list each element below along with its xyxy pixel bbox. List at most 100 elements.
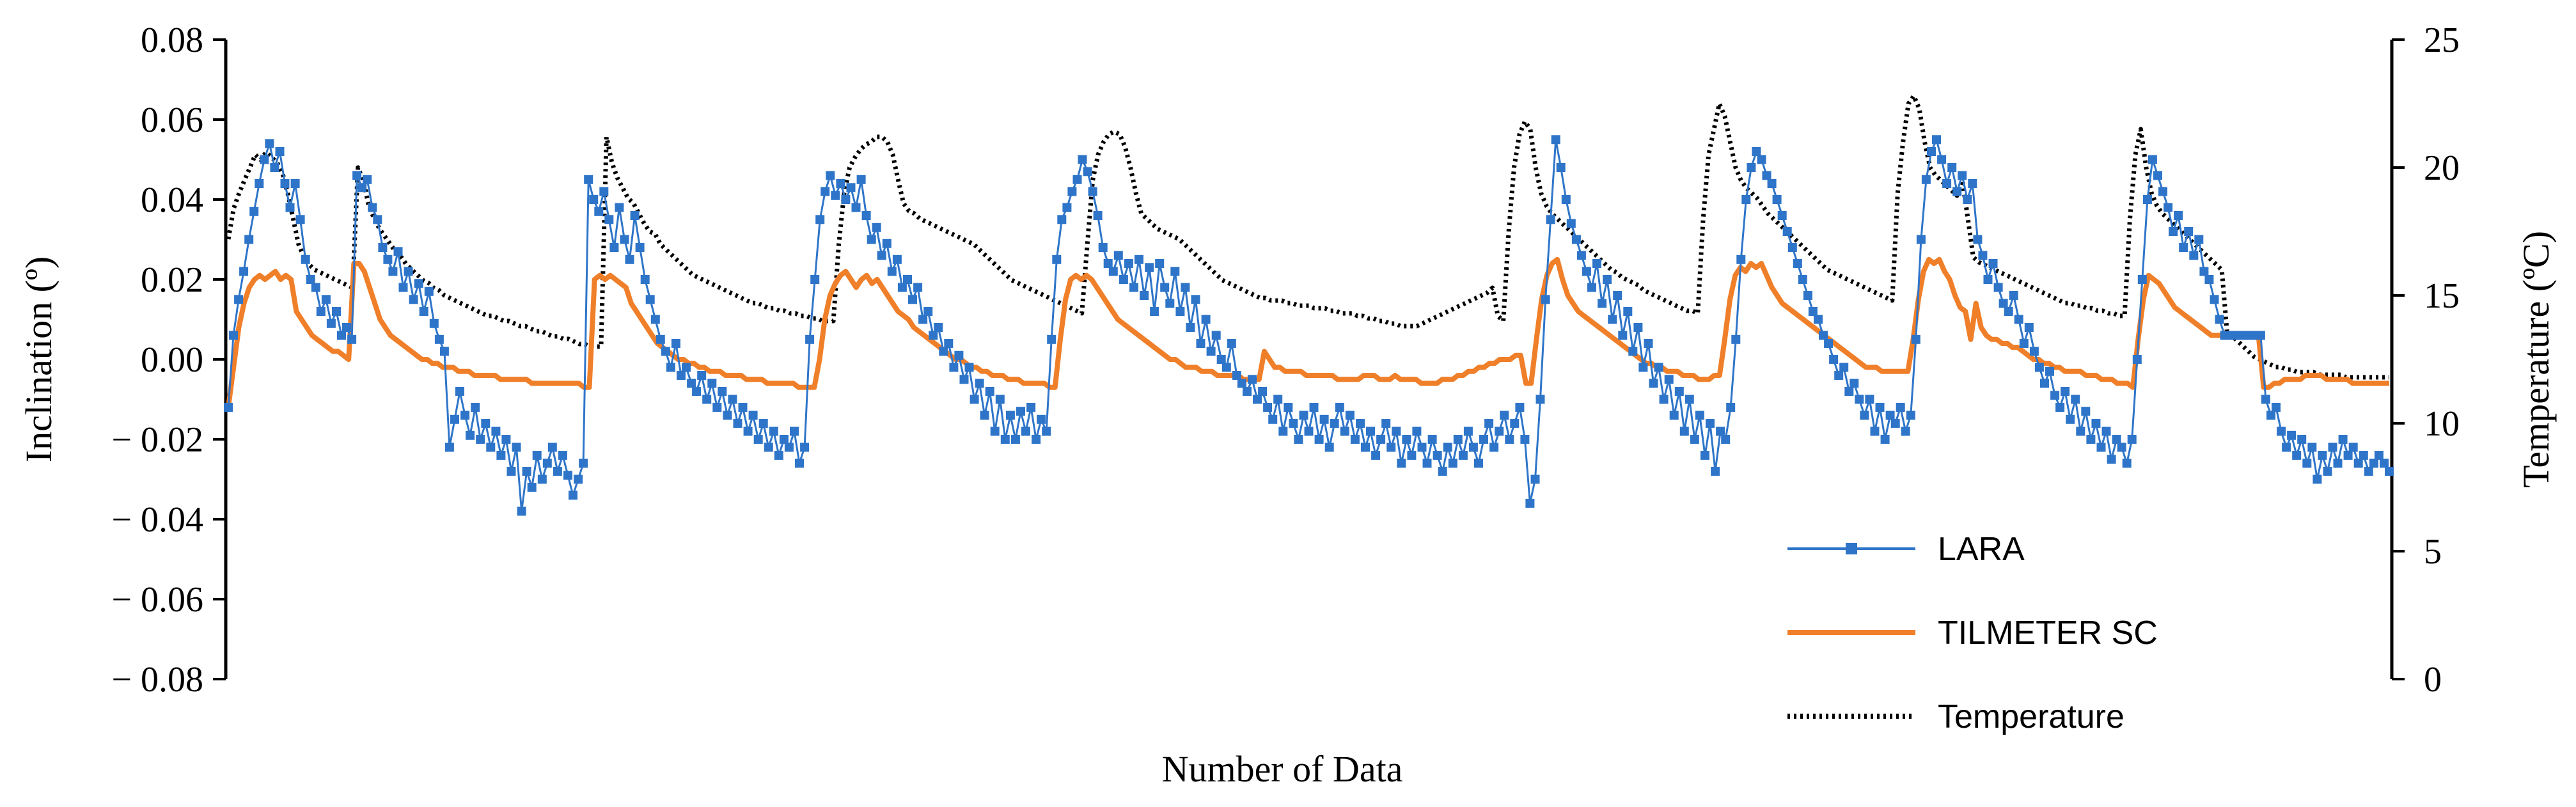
data-point-lara: [1674, 387, 1684, 396]
data-point-lara: [1047, 334, 1056, 344]
data-point-lara: [1170, 267, 1180, 276]
data-point-lara: [1566, 219, 1576, 228]
data-point-lara: [507, 467, 516, 476]
data-point-lara: [316, 307, 326, 316]
data-point-lara: [733, 419, 742, 428]
data-point-lara: [944, 339, 954, 348]
data-point-lara: [1345, 411, 1355, 420]
data-point-lara: [604, 215, 614, 224]
data-point-lara: [1165, 299, 1175, 308]
data-point-lara: [1906, 411, 1915, 420]
left-y-tick-label: − 0.02: [111, 420, 203, 460]
data-point-lara: [635, 243, 645, 252]
data-point-lara: [579, 458, 588, 468]
data-point-lara: [1330, 419, 1339, 428]
data-point-lara: [466, 430, 475, 440]
data-point-lara: [1870, 427, 1880, 436]
data-point-lara: [1206, 347, 1216, 356]
data-point-lara: [1556, 163, 1566, 172]
data-point-lara: [363, 175, 372, 184]
data-point-lara: [2076, 427, 2085, 436]
data-point-lara: [229, 331, 238, 340]
data-point-lara: [2348, 443, 2358, 452]
data-point-lara: [2040, 379, 2049, 388]
data-point-lara: [1248, 375, 1257, 384]
data-point-lara: [1983, 275, 1993, 284]
data-point-lara: [1304, 427, 1314, 436]
right-y-ticks: 25 20 15 10 5 0: [2392, 20, 2460, 700]
x-axis-title: Number of Data: [1162, 748, 1403, 790]
data-point-lara: [594, 207, 604, 216]
data-point-lara: [841, 195, 851, 204]
data-point-lara: [347, 334, 357, 344]
data-point-lara: [1366, 427, 1375, 436]
data-point-lara: [1314, 435, 1324, 444]
data-point-lara: [2179, 243, 2188, 252]
data-point-lara: [2359, 451, 2368, 460]
data-point-lara: [1453, 435, 1463, 444]
data-point-lara: [1458, 451, 1468, 460]
data-point-lara: [2256, 331, 2265, 340]
data-point-lara: [615, 203, 624, 212]
data-point-lara: [455, 387, 464, 396]
data-point-lara: [1221, 363, 1231, 372]
series-line-lara: [227, 138, 2391, 512]
data-point-lara: [2364, 467, 2373, 476]
data-point-lara: [409, 295, 418, 304]
data-point-lara: [270, 163, 279, 172]
data-point-lara: [1484, 419, 1494, 428]
data-point-lara: [1561, 195, 1571, 204]
data-point-lara: [1037, 414, 1046, 424]
data-point-lara: [424, 286, 434, 296]
data-point-lara: [2313, 474, 2322, 484]
data-point-lara: [1083, 167, 1092, 176]
data-point-lara: [934, 323, 943, 332]
data-point-lara: [1412, 427, 1422, 436]
data-point-lara: [2024, 323, 2034, 332]
data-point-lara: [1860, 411, 1869, 420]
data-point-lara: [1999, 299, 2008, 308]
data-point-lara: [1253, 395, 1262, 404]
data-point-lara: [784, 443, 794, 452]
data-point-lara: [1793, 259, 1802, 268]
data-point-lara: [584, 175, 593, 184]
data-point-lara: [2343, 451, 2353, 460]
left-y-tick-label: 0.00: [141, 340, 203, 380]
data-point-lara: [2066, 414, 2075, 424]
data-point-lara: [1623, 307, 1633, 316]
data-point-lara: [1726, 403, 1736, 412]
data-point-lara: [2061, 387, 2070, 396]
data-point-lara: [2374, 451, 2384, 460]
left-y-tick-label: 0.02: [141, 260, 203, 300]
data-point-lara: [851, 203, 861, 212]
data-point-lara: [666, 363, 675, 372]
data-point-lara: [1005, 411, 1015, 420]
left-y-axis-title: Inclination (º): [18, 256, 59, 462]
data-point-lara: [743, 427, 753, 436]
data-point-lara: [388, 267, 398, 276]
data-point-lara: [1042, 427, 1051, 436]
data-point-lara: [378, 243, 388, 252]
data-point-lara: [2029, 347, 2039, 356]
data-point-lara: [810, 275, 820, 284]
data-point-lara: [1757, 155, 1766, 164]
data-point-lara: [1988, 259, 1998, 268]
data-point-lara: [2158, 187, 2167, 196]
data-point-lara: [471, 403, 480, 412]
data-point-lara: [1057, 215, 1067, 224]
data-point-lara: [1525, 499, 1535, 508]
data-point-lara: [2009, 291, 2018, 300]
data-point-lara: [260, 155, 269, 164]
data-point-lara: [697, 371, 707, 380]
data-point-lara: [1798, 275, 1807, 284]
data-point-lara: [2307, 443, 2317, 452]
data-point-lara: [1407, 451, 1417, 460]
legend-item-temperature: Temperature: [1787, 698, 2124, 735]
data-point-lara: [532, 451, 542, 460]
axes: [224, 40, 2394, 679]
data-point-lara: [1520, 435, 1530, 444]
data-point-lara: [1741, 195, 1751, 204]
data-point-lara: [2127, 435, 2137, 444]
data-point-lara: [306, 275, 315, 284]
right-y-tick-label: 0: [2424, 660, 2442, 700]
